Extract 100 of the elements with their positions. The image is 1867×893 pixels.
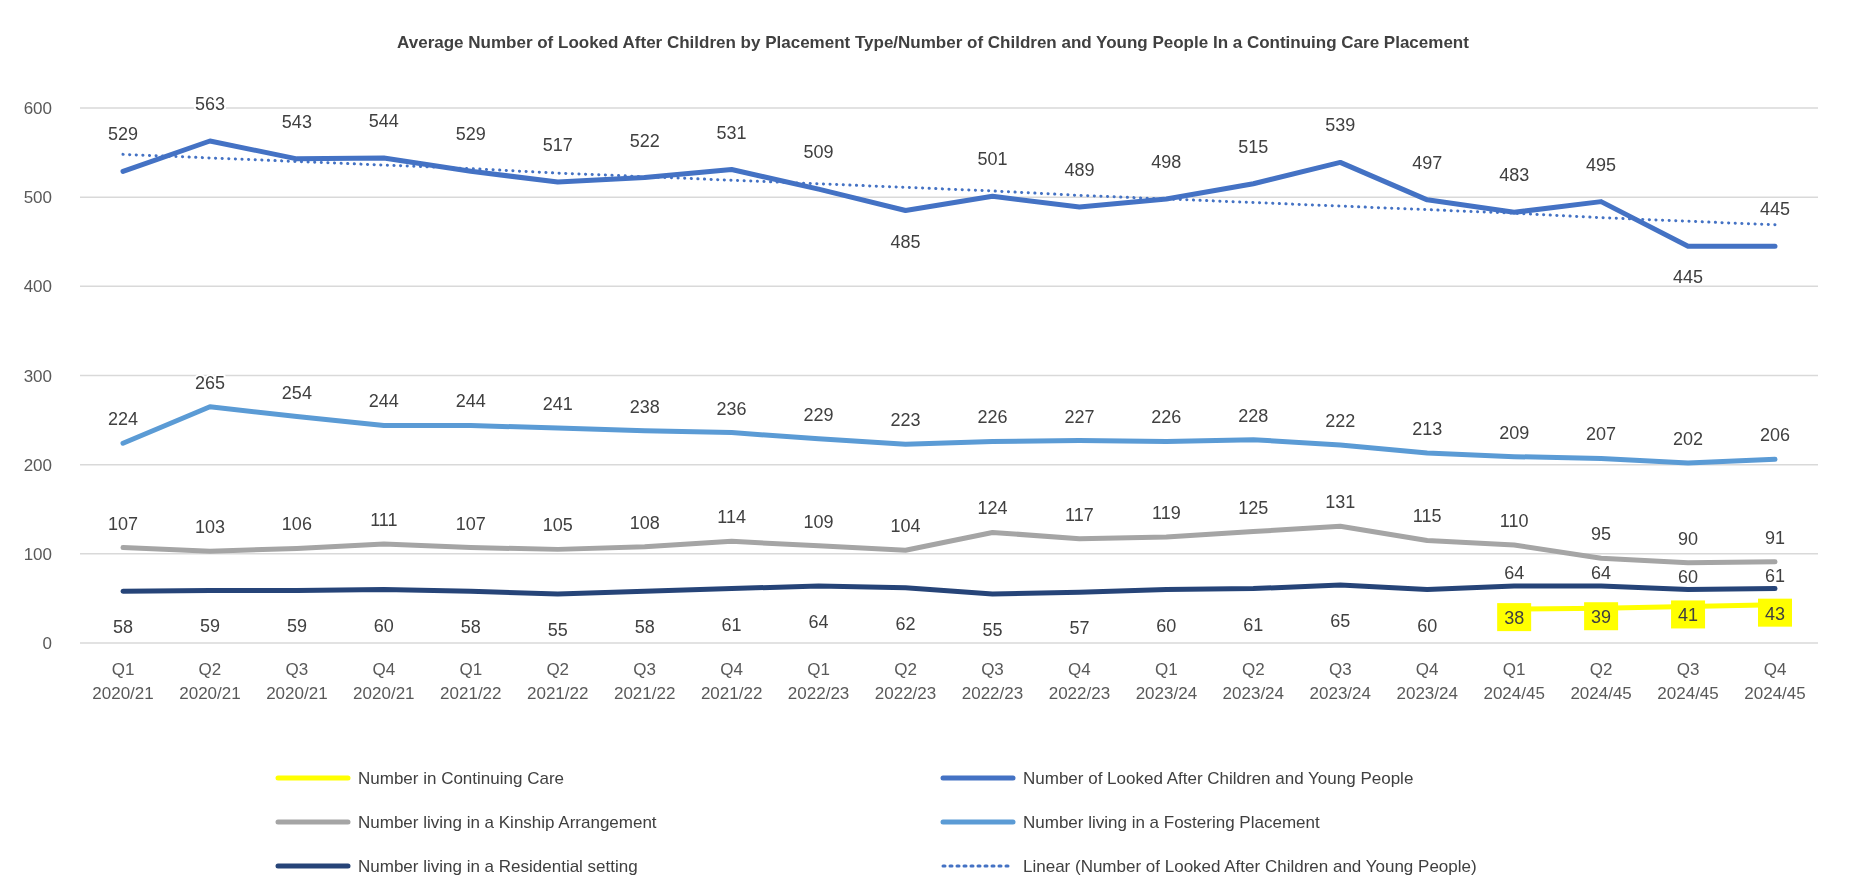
legend-label: Linear (Number of Looked After Children and Young People) [1023,857,1477,876]
x-tick-label: Q2 2020/21 [179,660,241,703]
data-label: 515 [1238,136,1269,157]
x-tick-label: Q1 2024/45 [1483,660,1545,703]
data-label: 539 [1325,115,1356,136]
data-label: 59 [199,616,220,637]
data-label: 55 [982,619,1003,640]
data-label: 60 [373,615,394,636]
data-label: 58 [112,617,134,638]
data-label: 131 [1325,492,1356,513]
data-label: 543 [281,111,312,132]
x-tick-label: Q1 2020/21 [92,660,154,703]
data-label: 236 [716,398,747,419]
data-label: 119 [1152,502,1181,523]
data-label: 238 [629,396,660,417]
x-tick-label: Q3 2024/45 [1657,660,1719,703]
data-label: 90 [1678,528,1699,549]
data-label: 64 [1591,562,1612,583]
y-tick-label: 300 [23,366,52,386]
data-label: 207 [1586,424,1617,445]
data-label: 489 [1064,159,1095,180]
data-label: 241 [542,394,573,415]
data-label: 124 [977,498,1008,519]
data-label: 206 [1759,425,1791,446]
data-label: 107 [455,513,486,534]
data-label: 59 [286,616,307,637]
data-label: 64 [1504,562,1525,583]
data-label: 60 [1678,566,1699,587]
legend-label: Number living in a Fostering Placement [1023,813,1320,832]
data-label: 39 [1591,607,1612,628]
x-tick-label: Q3 2020/21 [266,660,328,703]
data-label: 91 [1764,527,1786,548]
data-label: 563 [194,93,225,114]
y-tick-label: 0 [42,634,52,653]
data-label: 226 [977,407,1008,428]
x-tick-label: Q4 2021/22 [700,660,763,703]
data-label: 495 [1586,154,1617,175]
data-label: 109 [803,511,834,532]
data-label: 497 [1412,152,1443,173]
data-label: 57 [1069,618,1090,639]
data-label: 213 [1412,419,1443,440]
y-tick-label: 400 [23,277,52,297]
y-tick-label: 100 [23,544,52,564]
data-label: 223 [890,410,921,431]
data-label: 106 [281,514,312,535]
legend-label: Number in Continuing Care [358,769,564,788]
data-label: 64 [808,611,829,632]
data-label: 229 [803,404,834,425]
data-label: 485 [890,231,921,252]
x-tick-label: Q2 2023/24 [1222,660,1285,703]
y-tick-label: 600 [23,99,52,118]
data-label: 227 [1064,406,1095,427]
y-tick-label: 200 [23,455,52,475]
data-label: 103 [194,517,225,538]
data-label: 209 [1499,422,1530,443]
data-label: 244 [455,391,486,412]
data-label: 107 [107,513,139,534]
x-tick-label: Q2 2021/22 [527,660,589,703]
data-label: 104 [890,516,921,537]
x-tick-label: Q3 2021/22 [613,660,676,703]
data-label: 95 [1591,524,1612,545]
data-label: 125 [1238,497,1269,518]
data-label: 529 [455,124,486,145]
data-label: 222 [1325,411,1356,432]
data-label: 265 [194,372,225,393]
data-label: 65 [1330,611,1351,632]
data-label: 483 [1499,165,1530,186]
data-label: 544 [368,110,399,131]
x-tick-label: Q1 2021/22 [440,660,502,703]
x-tick-label: Q3 2022/23 [961,660,1024,703]
data-label: 529 [107,124,139,145]
x-tick-label: Q3 2023/24 [1309,660,1371,703]
data-label: 228 [1238,405,1269,426]
x-tick-label: Q1 2022/23 [787,660,850,703]
data-label: 58 [460,617,481,638]
chart-title: Average Number of Looked After Children by Placement Type/Number of Children and Young People In a Continuing Care Placement [397,33,1470,52]
x-tick-label: Q4 2023/24 [1396,660,1458,703]
data-label: 41 [1678,605,1699,626]
data-label: 501 [977,149,1008,170]
data-label: 55 [547,619,568,640]
data-label: 111 [370,510,398,531]
x-tick-label: Q2 2022/23 [874,660,937,703]
data-label: 61 [1764,565,1786,586]
legend-label: Number living in a Residential setting [358,857,638,876]
data-label: 60 [1156,615,1177,636]
data-label: 43 [1764,603,1786,624]
data-label: 117 [1065,504,1094,525]
data-label: 254 [281,382,312,403]
data-label: 226 [1151,407,1182,428]
data-label: 61 [1243,614,1264,635]
data-label: 517 [542,135,573,156]
x-tick-label: Q2 2024/45 [1570,660,1632,703]
data-label: 108 [629,512,660,533]
data-label: 105 [542,515,573,536]
data-label: 114 [717,507,746,528]
data-label: 38 [1504,608,1525,629]
x-tick-label: Q4 2022/23 [1048,660,1111,703]
data-label: 244 [368,391,399,412]
data-label: 110 [1499,510,1529,531]
legend-label: Number of Looked After Children and Young People [1023,769,1414,788]
